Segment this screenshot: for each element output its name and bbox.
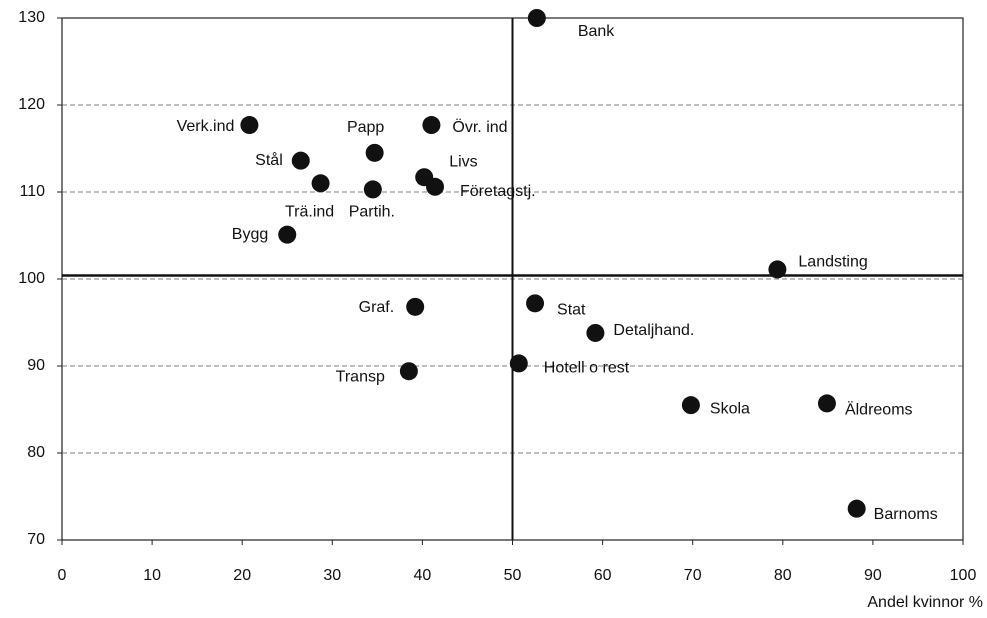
point [406, 297, 425, 316]
y-tick-label: 110 [19, 183, 45, 200]
point [527, 9, 546, 27]
y-tick-label: 80 [27, 444, 45, 461]
point-label: Trä.ind [285, 204, 334, 221]
point-label: Övr. ind [452, 118, 507, 136]
x-axis-label: Andel kvinnor % [867, 594, 983, 611]
point-label: Verk.ind [177, 118, 235, 135]
point [526, 294, 545, 313]
x-tick-label: 20 [233, 567, 251, 584]
point [422, 116, 441, 135]
x-tick-label: 90 [864, 567, 882, 584]
point-label: Äldreoms [845, 401, 913, 419]
point [509, 354, 528, 373]
y-tick-label: 90 [27, 357, 45, 374]
point-label: Skola [710, 400, 750, 417]
point [817, 394, 836, 413]
point [426, 177, 445, 196]
point [363, 180, 382, 199]
point [399, 362, 418, 381]
point [278, 225, 297, 244]
point [768, 260, 787, 279]
point-label: Graf. [359, 299, 395, 316]
x-tick-label: 30 [323, 567, 341, 584]
x-tick-label: 70 [684, 567, 702, 584]
point-label: Detaljhand. [613, 322, 694, 339]
y-tick-label: 100 [18, 270, 45, 287]
x-tick-label: 50 [504, 567, 522, 584]
point [365, 143, 384, 162]
x-tick-label: 10 [143, 567, 161, 584]
point-label: Stål [255, 151, 283, 169]
point-label: Papp [347, 119, 384, 136]
point-label: Hotell o rest [544, 360, 630, 377]
point-label: Transp [336, 368, 385, 385]
point [681, 396, 700, 415]
point-label: Bank [578, 23, 615, 40]
point-label: Partih. [349, 204, 395, 221]
x-tick-label: 0 [58, 567, 67, 584]
point-label: Bygg [232, 226, 268, 243]
point-label: Barnoms [874, 506, 938, 523]
x-tick-label: 60 [594, 567, 612, 584]
x-tick-label: 40 [414, 567, 432, 584]
y-tick-label: 120 [18, 96, 45, 113]
y-tick-label: 130 [18, 9, 45, 26]
x-tick-label: 80 [774, 567, 792, 584]
point [291, 151, 310, 170]
x-tick-label: 100 [950, 567, 977, 584]
point [311, 174, 330, 193]
point [586, 323, 605, 342]
point-label: Stat [557, 302, 586, 319]
point-label: Företagstj. [460, 183, 536, 200]
point [240, 116, 259, 135]
y-tick-label: 70 [27, 531, 45, 548]
point [847, 499, 866, 518]
point-label: Livs [449, 153, 477, 170]
point-label: Landsting [798, 254, 867, 271]
